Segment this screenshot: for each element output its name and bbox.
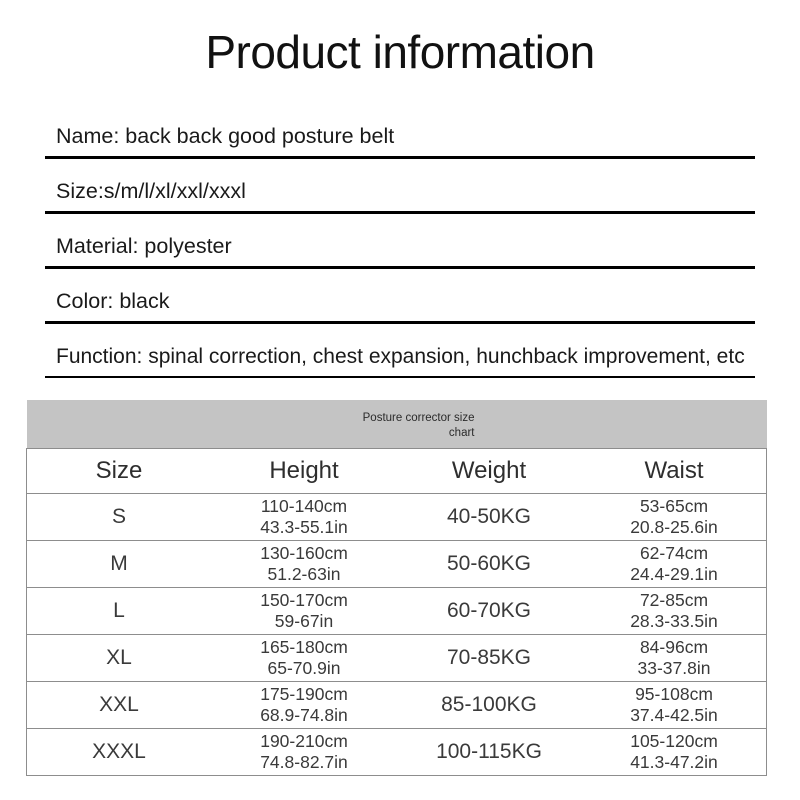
cell-size: XL bbox=[26, 634, 212, 682]
cell-weight: 85-100KG bbox=[396, 681, 582, 729]
size-chart-title-line1: Posture corrector size bbox=[362, 411, 475, 424]
spec-size-text: Size:s/m/l/xl/xxl/xxxl bbox=[56, 179, 246, 203]
size-chart-title-cell: Posture corrector size chart bbox=[26, 400, 767, 449]
cell-waist-cm: 53-65cm bbox=[639, 496, 709, 517]
spec-color-text: Color: black bbox=[56, 289, 170, 313]
size-chart-title-row: Posture corrector size chart bbox=[26, 400, 767, 449]
cell-height-in: 59-67in bbox=[274, 611, 334, 631]
cell-height: 175-190cm 68.9-74.8in bbox=[211, 681, 397, 729]
cell-height-cm: 190-210cm bbox=[260, 731, 348, 752]
spec-function-text: Function: spinal correction, chest expan… bbox=[56, 345, 745, 368]
cell-waist: 84-96cm 33-37.8in bbox=[581, 634, 767, 682]
cell-weight: 50-60KG bbox=[396, 540, 582, 588]
spec-name-text: Name: back back good posture belt bbox=[56, 124, 395, 148]
cell-size: XXXL bbox=[26, 728, 212, 776]
cell-height: 110-140cm 43.3-55.1in bbox=[211, 493, 397, 541]
cell-height: 130-160cm 51.2-63in bbox=[211, 540, 397, 588]
cell-waist-in: 28.3-33.5in bbox=[630, 611, 718, 631]
cell-height-cm: 165-180cm bbox=[260, 637, 348, 658]
column-header-size: Size bbox=[26, 448, 212, 494]
cell-height: 165-180cm 65-70.9in bbox=[211, 634, 397, 682]
column-header-weight: Weight bbox=[396, 448, 582, 494]
spec-material-text: Material: polyester bbox=[56, 234, 232, 258]
table-row: L 150-170cm 59-67in 60-70KG 72-85cm 28.3… bbox=[26, 587, 767, 635]
table-row: XXXL 190-210cm 74.8-82.7in 100-115KG 105… bbox=[26, 728, 767, 776]
spec-row-color: Color: black bbox=[45, 269, 755, 324]
cell-weight: 70-85KG bbox=[396, 634, 582, 682]
cell-height-in: 68.9-74.8in bbox=[260, 705, 348, 725]
page-title: Product information bbox=[205, 26, 595, 78]
cell-waist: 95-108cm 37.4-42.5in bbox=[581, 681, 767, 729]
cell-size: L bbox=[26, 587, 212, 635]
cell-waist: 105-120cm 41.3-47.2in bbox=[581, 728, 767, 776]
cell-waist-cm: 84-96cm bbox=[639, 637, 709, 658]
cell-height-in: 65-70.9in bbox=[267, 658, 341, 678]
cell-height-in: 74.8-82.7in bbox=[260, 752, 348, 772]
cell-waist-in: 41.3-47.2in bbox=[630, 752, 718, 772]
cell-size: XXL bbox=[26, 681, 212, 729]
cell-waist-in: 24.4-29.1in bbox=[630, 564, 718, 584]
cell-waist-cm: 72-85cm bbox=[639, 590, 709, 611]
cell-waist-in: 37.4-42.5in bbox=[630, 705, 718, 725]
spec-row-material: Material: polyester bbox=[45, 214, 755, 269]
cell-weight: 60-70KG bbox=[396, 587, 582, 635]
cell-waist-cm: 62-74cm bbox=[639, 543, 709, 564]
cell-waist: 62-74cm 24.4-29.1in bbox=[581, 540, 767, 588]
cell-height-cm: 130-160cm bbox=[260, 543, 348, 564]
column-header-height: Height bbox=[211, 448, 397, 494]
cell-height: 190-210cm 74.8-82.7in bbox=[211, 728, 397, 776]
cell-waist-in: 20.8-25.6in bbox=[630, 517, 718, 537]
spec-row-name: Name: back back good posture belt bbox=[45, 104, 755, 159]
table-row: S 110-140cm 43.3-55.1in 40-50KG 53-65cm … bbox=[26, 493, 767, 541]
size-chart-table: Posture corrector size chart Size Height… bbox=[26, 400, 767, 776]
column-header-waist: Waist bbox=[581, 448, 767, 494]
spec-row-size: Size:s/m/l/xl/xxl/xxxl bbox=[45, 159, 755, 214]
size-chart-title-line2: chart bbox=[448, 426, 475, 439]
cell-height-in: 51.2-63in bbox=[267, 564, 341, 584]
cell-weight: 40-50KG bbox=[396, 493, 582, 541]
cell-size: S bbox=[26, 493, 212, 541]
cell-waist: 72-85cm 28.3-33.5in bbox=[581, 587, 767, 635]
table-row: M 130-160cm 51.2-63in 50-60KG 62-74cm 24… bbox=[26, 540, 767, 588]
cell-waist-in: 33-37.8in bbox=[637, 658, 711, 678]
cell-waist-cm: 95-108cm bbox=[635, 684, 713, 705]
cell-waist-cm: 105-120cm bbox=[630, 731, 718, 752]
cell-height-cm: 110-140cm bbox=[260, 496, 348, 517]
cell-waist: 53-65cm 20.8-25.6in bbox=[581, 493, 767, 541]
cell-height: 150-170cm 59-67in bbox=[211, 587, 397, 635]
cell-size: M bbox=[26, 540, 212, 588]
cell-height-cm: 175-190cm bbox=[260, 684, 348, 705]
product-spec-list: Name: back back good posture belt Size:s… bbox=[45, 104, 755, 378]
table-row: XXL 175-190cm 68.9-74.8in 85-100KG 95-10… bbox=[26, 681, 767, 729]
size-chart-header-row: Size Height Weight Waist bbox=[26, 448, 767, 494]
cell-height-in: 43.3-55.1in bbox=[260, 517, 348, 537]
table-row: XL 165-180cm 65-70.9in 70-85KG 84-96cm 3… bbox=[26, 634, 767, 682]
spec-row-function: Function: spinal correction, chest expan… bbox=[45, 324, 755, 378]
cell-height-cm: 150-170cm bbox=[260, 590, 348, 611]
cell-weight: 100-115KG bbox=[396, 728, 582, 776]
